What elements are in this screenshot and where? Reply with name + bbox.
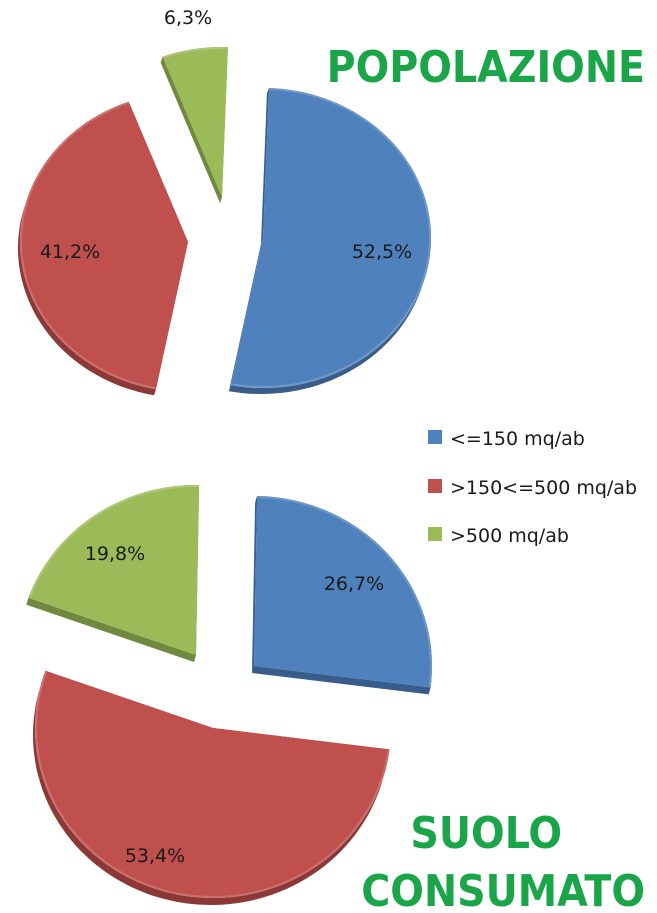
suolo-consumato-pie: 26,7% 53,4% 19,8%: [26, 485, 432, 905]
pie-slice-highlight: [28, 485, 200, 599]
pie-slice-top: [254, 496, 432, 688]
pie-slice-top: [35, 670, 390, 898]
data-label-2-3: 19,8%: [85, 543, 145, 565]
legend: <=150 mq/ab >150<=500 mq/ab >500 mq/ab: [428, 428, 637, 547]
popolazione-pie: 52,5% 41,2% 6,3%: [18, 7, 432, 396]
pie-slice-2-1: [252, 496, 432, 695]
pie-slice-wall: [261, 88, 269, 244]
pie-slice-top: [28, 485, 200, 655]
pie-slice-highlight: [257, 496, 432, 688]
pie-slice-highlight: [34, 670, 390, 899]
legend-label-gt-500: >500 mq/ab: [450, 525, 569, 547]
pie-slice-1-1: [228, 88, 432, 394]
data-label-1-2: 41,2%: [40, 241, 100, 263]
pie-slice-highlight: [20, 101, 157, 390]
pie-slice-1-3: [160, 47, 228, 204]
data-label-1-3: 6,3%: [164, 7, 212, 29]
pie-slice-wall: [26, 597, 197, 662]
legend-label-le-150: <=150 mq/ab: [450, 428, 585, 450]
pie-slice-2-2: [33, 670, 390, 905]
chart-title-popolazione: POPOLAZIONE: [327, 42, 645, 93]
data-label-2-2: 53,4%: [125, 845, 185, 867]
pie-slice-2-3: [26, 485, 200, 662]
pie-slice-wall: [228, 238, 263, 392]
legend-label-150-500: >150<=500 mq/ab: [450, 477, 637, 499]
legend-swatch-le-150: [428, 430, 442, 444]
pie-slice-top: [162, 47, 228, 197]
pie-slice-wall: [252, 496, 258, 673]
pie-slice-top: [230, 88, 431, 388]
chart-title-suolo: SUOLO: [410, 808, 562, 859]
pie-slice-highlight: [162, 47, 228, 59]
legend-swatch-gt-500: [428, 527, 442, 541]
data-label-1-1: 52,5%: [352, 241, 412, 263]
pie-slice-highlight: [230, 88, 432, 389]
pie-slice-wall: [160, 56, 222, 204]
pie-slice-1-2: [18, 101, 188, 396]
data-label-2-1: 26,7%: [324, 573, 384, 595]
legend-swatch-150-500: [428, 479, 442, 493]
pie-slice-top: [20, 101, 188, 390]
pie-slice-wall: [252, 666, 431, 695]
chart-title-consumato: CONSUMATO: [361, 866, 645, 913]
